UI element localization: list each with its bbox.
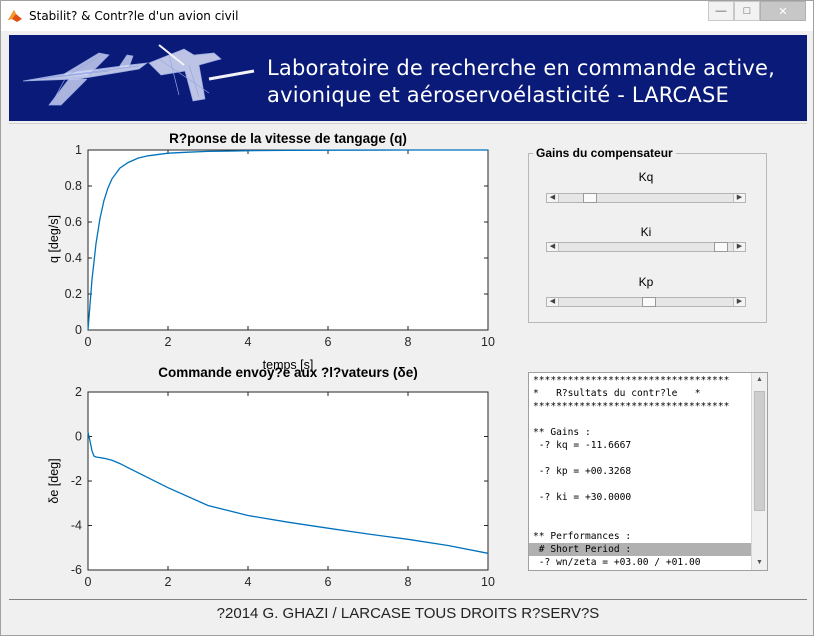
q-plot-ylabel: q [deg/s]	[47, 215, 61, 263]
q-plot-xtick-label: 10	[481, 335, 495, 349]
results-line[interactable]: ** Gains :	[533, 427, 591, 438]
results-line[interactable]: -? ki = +30.0000	[533, 492, 632, 503]
elevator-plot-title: Commande envoy?e aux ?l?vateurs (δe)	[158, 365, 418, 380]
gains-groupbox-title: Gains du compensateur	[533, 146, 676, 160]
banner-text: Laboratoire de recherche en commande act…	[267, 55, 775, 109]
scroll-down-icon[interactable]: ▼	[756, 559, 763, 566]
q-response-plot: R?ponse de la vitesse de tangage (q) 0 2 4…	[47, 131, 495, 372]
q-plot-ytick-label: 0.8	[65, 179, 82, 193]
q-plot-xtick-label: 2	[165, 335, 172, 349]
q-plot-xtick-label: 6	[325, 335, 332, 349]
elevator-plot-ytick-label: 2	[75, 385, 82, 399]
ki-slider[interactable]: ◀ ▶	[546, 242, 746, 252]
q-plot-axes	[87, 149, 489, 331]
q-plot-xtick-label: 8	[405, 335, 412, 349]
scroll-up-icon[interactable]: ▲	[756, 376, 763, 383]
kq-label: Kq	[638, 170, 654, 184]
results-line[interactable]	[533, 452, 751, 465]
elevator-plot-ytick-label: -2	[71, 474, 82, 488]
minimize-icon: —	[715, 5, 727, 17]
q-plot-ytick-label: 0.4	[65, 251, 82, 265]
elevator-plot-ylabel: δe [deg]	[47, 458, 61, 503]
results-line[interactable]: ** Performances :	[533, 531, 632, 542]
elevator-plot-ytick-label: 0	[75, 430, 82, 444]
elevator-plot-xtick-label: 0	[85, 575, 92, 589]
minimize-button[interactable]: —	[708, 1, 734, 21]
q-plot-title: R?ponse de la vitesse de tangage (q)	[169, 131, 407, 146]
kp-slider-left-arrow[interactable]: ◀	[547, 298, 559, 306]
elevator-command-line	[87, 431, 489, 554]
ki-label: Ki	[640, 225, 652, 239]
elevator-plot-xtick-label: 8	[405, 575, 412, 589]
q-plot-xtick-label: 0	[85, 335, 92, 349]
q-plot-ytick-label: 0.6	[65, 215, 82, 229]
results-line-selected[interactable]: # Short Period :	[529, 543, 751, 556]
footer-divider	[9, 599, 807, 600]
banner-line-1: Laboratoire de recherche en commande act…	[267, 56, 775, 80]
results-line[interactable]	[533, 413, 751, 426]
larcase-banner: Laboratoire de recherche en commande act…	[9, 35, 807, 121]
elevator-plot-ytick-label: -4	[71, 519, 82, 533]
elevator-plot-ytick-label: -6	[71, 563, 82, 577]
elevator-plot-xticks: 0 2 4 6 8 10	[85, 392, 495, 589]
q-plot-ytick-label: 0	[75, 323, 82, 337]
results-line[interactable]	[533, 478, 751, 491]
elevator-plot-xtick-label: 2	[165, 575, 172, 589]
kq-slider-right-arrow[interactable]: ▶	[733, 194, 745, 202]
window-title: Stabilit? & Contr?le d'un avion civil	[29, 9, 239, 23]
elevator-command-plot: Commande envoy?e aux ?l?vateurs (δe) 0 2 4…	[47, 365, 495, 589]
maximize-button[interactable]: □	[734, 1, 760, 21]
title-bar: Stabilit? & Contr?le d'un avion civil — …	[1, 1, 813, 31]
elevator-plot-xtick-label: 10	[481, 575, 495, 589]
results-line[interactable]: -? wn/zeta = +03.00 / +01.00	[533, 557, 701, 568]
banner-line-2: avionique et aéroservoélasticité - LARCA…	[267, 83, 729, 107]
results-line[interactable]: * R?sultats du contr?le *	[533, 388, 701, 399]
kp-label: Kp	[638, 275, 654, 289]
matlab-icon	[8, 10, 22, 22]
kq-slider-thumb[interactable]	[583, 193, 597, 203]
close-button[interactable]: ✕	[760, 1, 806, 21]
results-line[interactable]	[533, 504, 751, 517]
kp-slider-thumb[interactable]	[642, 297, 657, 307]
elevator-plot-yticks: 2 0 -2 -4 -6	[71, 385, 488, 577]
results-line[interactable]: -? kp = +00.3268	[533, 466, 632, 477]
results-line[interactable]	[533, 517, 751, 530]
copyright-footer: ?2014 G. GHAZI / LARCASE TOUS DROITS R?S…	[216, 605, 600, 622]
ki-slider-right-arrow[interactable]: ▶	[733, 243, 745, 251]
scroll-thumb[interactable]	[754, 391, 765, 511]
maximize-icon: □	[743, 5, 751, 17]
kp-slider-right-arrow[interactable]: ▶	[733, 298, 745, 306]
results-line[interactable]: -? kq = -11.6667	[533, 440, 632, 451]
results-listbox[interactable]: ********************************** * R?su…	[528, 372, 768, 571]
q-plot-ytick-label: 0.2	[65, 287, 82, 301]
elevator-plot-axes	[87, 391, 489, 571]
aircraft-logo-image	[22, 44, 255, 106]
results-lines: ********************************** * R?su…	[529, 373, 751, 570]
elevator-plot-xtick-label: 4	[245, 575, 252, 589]
results-line[interactable]: **********************************	[533, 401, 730, 412]
q-plot-xtick-label: 4	[245, 335, 252, 349]
q-response-line	[87, 149, 488, 331]
results-line[interactable]: **********************************	[533, 375, 730, 386]
q-plot-ytick-label: 1	[75, 143, 82, 157]
results-scrollbar[interactable]: ▲ ▼	[751, 373, 767, 570]
kq-slider-left-arrow[interactable]: ◀	[547, 194, 559, 202]
kq-slider[interactable]: ◀ ▶	[546, 193, 746, 203]
ki-slider-thumb[interactable]	[714, 242, 729, 252]
q-plot-xlabel: temps [s]	[263, 358, 314, 372]
kp-slider[interactable]: ◀ ▶	[546, 297, 746, 307]
ki-slider-left-arrow[interactable]: ◀	[547, 243, 559, 251]
elevator-plot-xtick-label: 6	[325, 575, 332, 589]
close-icon: ✕	[778, 5, 788, 18]
